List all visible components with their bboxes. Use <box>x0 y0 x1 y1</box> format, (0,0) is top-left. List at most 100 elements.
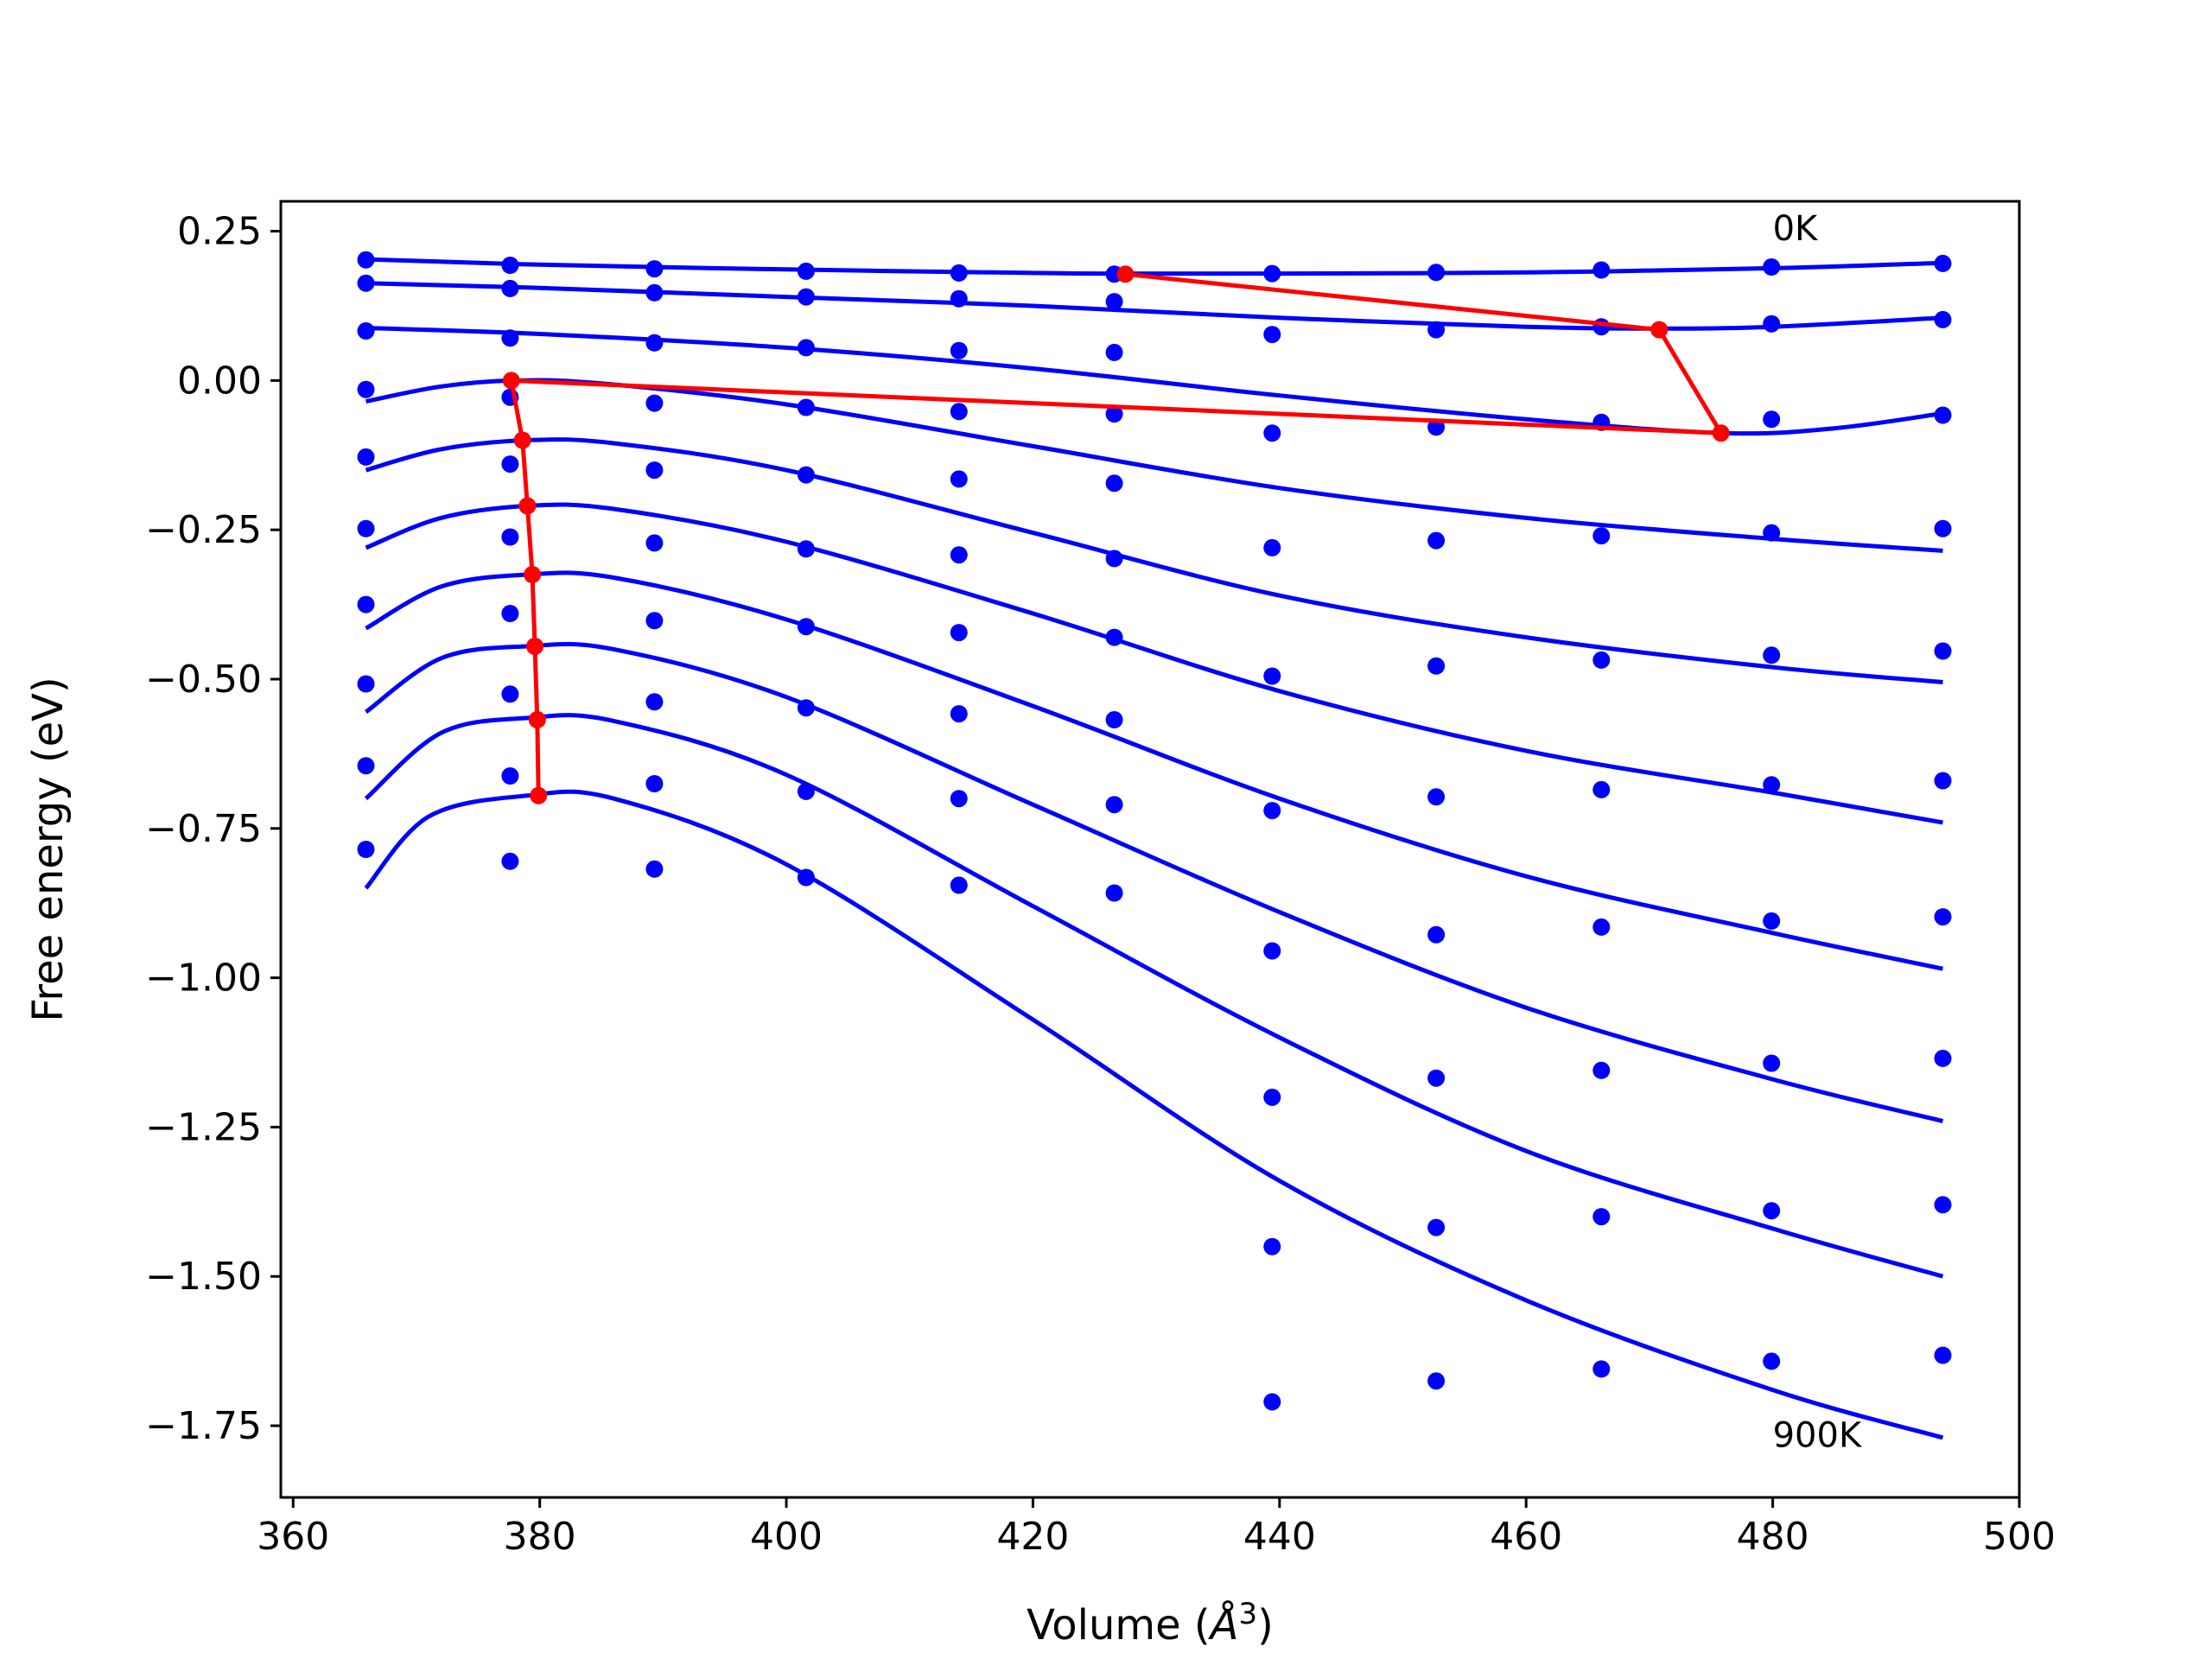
data-point <box>645 394 664 412</box>
min-path-point <box>1712 424 1730 442</box>
y-axis-label: Free energy (eV) <box>24 677 73 1021</box>
data-point <box>797 262 815 280</box>
data-point <box>950 624 968 642</box>
min-path-point <box>1650 321 1669 339</box>
data-point <box>1592 261 1611 279</box>
data-point <box>1763 912 1781 930</box>
fit-curve-2 <box>365 326 1943 436</box>
data-points <box>357 251 1952 1411</box>
y-tick-label: −1.00 <box>145 957 262 1001</box>
data-point <box>797 868 815 887</box>
x-tick-label: 420 <box>996 1515 1069 1559</box>
data-point <box>357 595 375 613</box>
min-path-point <box>528 711 546 728</box>
y-tick-label: −0.50 <box>145 658 262 702</box>
data-point <box>950 470 968 488</box>
data-point <box>357 448 375 466</box>
min-path-line <box>509 271 1724 796</box>
data-point <box>1263 942 1281 960</box>
data-point <box>1763 1202 1781 1220</box>
data-point <box>1592 318 1611 336</box>
data-point <box>501 279 519 297</box>
annotations: 0K 900K <box>1773 209 1863 1455</box>
data-point <box>1105 343 1123 361</box>
data-point <box>1763 1352 1781 1370</box>
data-point <box>1763 646 1781 664</box>
data-point <box>1934 254 1952 272</box>
data-point <box>1763 524 1781 542</box>
data-point <box>950 546 968 564</box>
x-tick-label: 480 <box>1737 1515 1809 1559</box>
data-point <box>1592 780 1611 798</box>
data-point <box>797 339 815 357</box>
y-tick-label: 0.25 <box>177 210 262 254</box>
data-point <box>950 876 968 894</box>
data-point <box>1592 918 1611 936</box>
data-point <box>797 618 815 636</box>
min-path-point <box>1116 265 1135 283</box>
data-point <box>797 540 815 558</box>
data-point <box>950 403 968 421</box>
minimum-path <box>502 265 1730 804</box>
data-point <box>950 790 968 808</box>
min-path-point <box>524 566 542 583</box>
data-point <box>1427 657 1446 675</box>
data-point <box>1763 1054 1781 1072</box>
y-tick-label: −1.50 <box>145 1255 262 1299</box>
data-point <box>645 334 664 352</box>
data-point <box>357 841 375 858</box>
data-point <box>1934 642 1952 660</box>
data-point <box>1592 651 1611 669</box>
data-point <box>1263 424 1281 442</box>
y-tick-label: −1.75 <box>145 1404 262 1448</box>
data-point <box>1263 667 1281 685</box>
data-point <box>797 288 815 306</box>
data-point <box>1934 1346 1952 1364</box>
data-point <box>1263 538 1281 556</box>
data-point <box>1263 326 1281 344</box>
data-point <box>1934 406 1952 424</box>
y-tick-label: −0.75 <box>145 807 262 851</box>
data-point <box>797 466 815 484</box>
min-path-point <box>502 372 520 390</box>
data-point <box>950 705 968 723</box>
x-axis-label: Volume (Å3) <box>1027 1597 1274 1649</box>
data-point <box>501 767 519 785</box>
data-point <box>501 605 519 622</box>
data-point <box>645 693 664 711</box>
data-point <box>1427 1372 1446 1390</box>
x-tick-label: 440 <box>1243 1515 1316 1559</box>
data-point <box>797 699 815 717</box>
fit-curve-8 <box>364 713 1944 1279</box>
data-point <box>645 260 664 278</box>
data-point <box>501 257 519 274</box>
data-point <box>501 329 519 347</box>
data-point <box>950 341 968 359</box>
y-tick-label: −1.25 <box>145 1105 262 1149</box>
data-point <box>1934 772 1952 790</box>
x-tick-label: 380 <box>504 1515 576 1559</box>
data-point <box>1934 310 1952 328</box>
data-point <box>1427 925 1446 944</box>
data-point <box>357 675 375 693</box>
data-point <box>1592 527 1611 545</box>
data-point <box>1934 908 1952 926</box>
data-point <box>1427 321 1446 339</box>
data-point <box>1934 519 1952 537</box>
data-point <box>1105 293 1123 311</box>
data-point <box>645 775 664 792</box>
x-tick-label: 400 <box>750 1515 823 1559</box>
data-point <box>645 283 664 302</box>
data-point <box>1592 1208 1611 1226</box>
data-point <box>1427 1069 1446 1087</box>
x-tick-label: 460 <box>1490 1515 1562 1559</box>
x-tick-label: 360 <box>257 1515 329 1559</box>
data-point <box>645 860 664 878</box>
data-point <box>1763 315 1781 333</box>
data-point <box>357 757 375 775</box>
y-tick-label: −0.25 <box>145 508 262 552</box>
data-point <box>1427 1218 1446 1236</box>
fit-curve-9 <box>364 789 1944 1440</box>
min-path-point <box>513 431 531 449</box>
